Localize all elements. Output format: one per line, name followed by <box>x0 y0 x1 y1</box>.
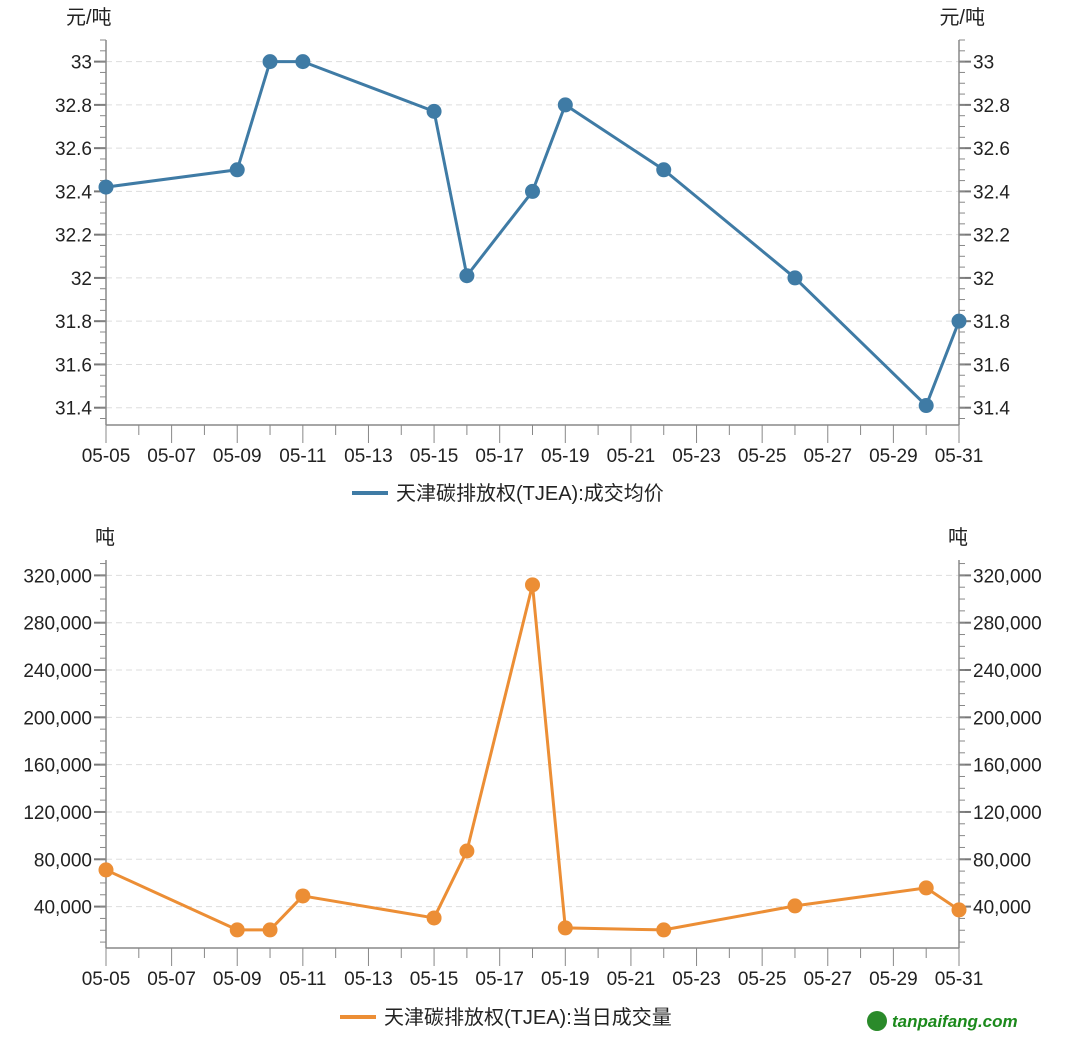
y-tick-label-left: 33 <box>71 53 92 74</box>
x-tick-label: 05-15 <box>410 446 459 467</box>
legend-label: 天津碳排放权(TJEA):当日成交量 <box>384 1006 672 1029</box>
y-tick-label-left: 32.2 <box>55 226 92 247</box>
y-tick-label-left: 320,000 <box>23 566 92 587</box>
data-point <box>656 922 672 938</box>
y-axis-title-right: 元/吨 <box>939 6 985 29</box>
x-tick-label: 05-15 <box>410 969 459 990</box>
x-tick-label: 05-27 <box>803 446 852 467</box>
y-tick-label-right: 31.8 <box>973 312 1010 333</box>
y-axis-title-right: 吨 <box>948 526 968 549</box>
legend-label: 天津碳排放权(TJEA):成交均价 <box>396 482 664 505</box>
data-point <box>295 888 311 904</box>
y-tick-label-right: 160,000 <box>973 756 1042 777</box>
data-point <box>426 103 442 119</box>
data-point <box>918 880 934 896</box>
x-tick-label: 05-21 <box>607 446 656 467</box>
x-tick-label: 05-25 <box>738 969 787 990</box>
x-tick-label: 05-27 <box>803 969 852 990</box>
x-tick-label: 05-11 <box>279 969 326 990</box>
y-tick-label-right: 240,000 <box>973 661 1042 682</box>
x-tick-label: 05-09 <box>213 969 262 990</box>
x-tick-label: 05-17 <box>475 969 524 990</box>
x-tick-label: 05-29 <box>869 969 918 990</box>
x-tick-label: 05-07 <box>147 969 196 990</box>
data-point <box>459 843 475 859</box>
y-tick-label-left: 31.4 <box>55 399 92 420</box>
y-tick-label-right: 32.2 <box>973 226 1010 247</box>
x-tick-label: 05-19 <box>541 446 590 467</box>
data-point <box>525 183 540 199</box>
data-point <box>262 54 278 70</box>
y-tick-label-right: 32.4 <box>973 182 1010 203</box>
x-tick-label: 05-23 <box>672 969 721 990</box>
x-tick-label: 05-11 <box>279 446 326 467</box>
series-line <box>105 60 961 408</box>
data-point <box>918 398 934 414</box>
y-tick-label-left: 32.8 <box>55 96 92 117</box>
data-point <box>787 270 803 286</box>
y-tick-label-right: 32.6 <box>973 139 1010 160</box>
x-tick-label: 05-17 <box>475 446 524 467</box>
y-tick-label-right: 80,000 <box>973 850 1031 871</box>
data-point <box>787 898 803 914</box>
x-tick-label: 05-09 <box>213 446 262 467</box>
y-tick-label-left: 200,000 <box>23 708 92 729</box>
data-point <box>951 902 967 918</box>
x-tick-label: 05-19 <box>541 969 590 990</box>
y-tick-label-right: 200,000 <box>973 708 1042 729</box>
y-axis-title-left: 元/吨 <box>66 6 112 29</box>
x-tick-label: 05-25 <box>738 446 787 467</box>
y-tick-label-left: 120,000 <box>23 803 92 824</box>
data-point <box>229 162 245 178</box>
x-tick-label: 05-07 <box>147 446 196 467</box>
x-tick-label: 05-05 <box>82 969 131 990</box>
y-tick-label-left: 32.4 <box>55 182 92 203</box>
y-tick-label-left: 160,000 <box>23 756 92 777</box>
y-tick-label-left: 31.8 <box>55 312 92 333</box>
x-tick-label: 05-05 <box>82 446 131 467</box>
y-tick-label-left: 32 <box>71 269 92 290</box>
data-point <box>459 268 475 284</box>
data-point <box>295 54 311 70</box>
y-tick-label-right: 33 <box>973 53 994 74</box>
y-tick-label-left: 32.6 <box>55 139 92 160</box>
y-tick-label-left: 40,000 <box>34 898 92 919</box>
y-tick-label-right: 32 <box>973 269 994 290</box>
y-tick-label-right: 320,000 <box>973 566 1042 587</box>
y-tick-label-left: 280,000 <box>23 614 92 635</box>
x-tick-label: 05-23 <box>672 446 721 467</box>
data-point <box>98 179 114 195</box>
series-line <box>105 583 960 932</box>
y-tick-label-right: 40,000 <box>973 898 1031 919</box>
data-point <box>229 922 245 938</box>
x-tick-label: 05-13 <box>344 969 393 990</box>
data-point <box>426 910 442 926</box>
y-tick-label-right: 32.8 <box>973 96 1010 117</box>
data-point <box>525 577 540 593</box>
x-tick-label: 05-29 <box>869 446 918 467</box>
data-point <box>656 162 672 178</box>
y-tick-label-right: 280,000 <box>973 614 1042 635</box>
x-tick-label: 05-31 <box>935 446 984 467</box>
y-tick-label-left: 240,000 <box>23 661 92 682</box>
data-point <box>557 97 573 113</box>
y-tick-label-right: 31.6 <box>973 355 1010 376</box>
data-point <box>262 922 278 938</box>
x-tick-label: 05-13 <box>344 446 393 467</box>
data-point <box>951 313 967 329</box>
y-tick-label-left: 80,000 <box>34 850 92 871</box>
y-axis-title-left: 吨 <box>95 526 115 549</box>
x-tick-label: 05-21 <box>607 969 656 990</box>
y-tick-label-right: 120,000 <box>973 803 1042 824</box>
y-tick-label-right: 31.4 <box>973 399 1010 420</box>
data-point <box>98 862 114 878</box>
watermark: tanpaifang.com <box>892 1012 1018 1031</box>
data-point <box>557 920 573 936</box>
y-tick-label-left: 31.6 <box>55 355 92 376</box>
x-tick-label: 05-31 <box>935 969 984 990</box>
watermark-logo-icon <box>867 1011 887 1031</box>
